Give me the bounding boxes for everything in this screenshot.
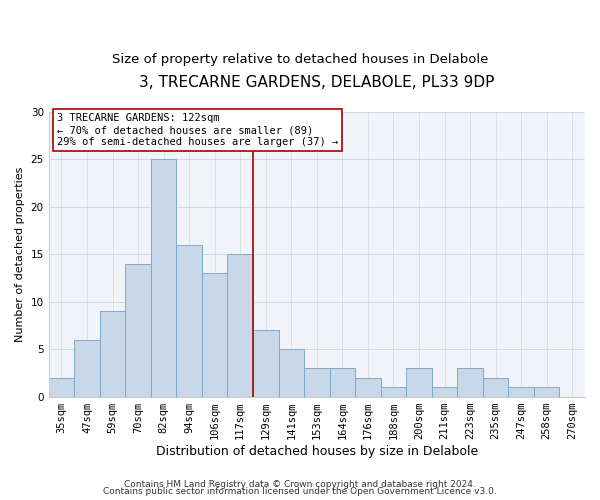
Bar <box>49 378 74 396</box>
Text: Contains HM Land Registry data © Crown copyright and database right 2024.: Contains HM Land Registry data © Crown c… <box>124 480 476 489</box>
Title: 3, TRECARNE GARDENS, DELABOLE, PL33 9DP: 3, TRECARNE GARDENS, DELABOLE, PL33 9DP <box>139 75 494 90</box>
Bar <box>329 368 355 396</box>
Bar <box>355 378 380 396</box>
Bar <box>534 387 559 396</box>
Bar <box>457 368 483 396</box>
Bar <box>125 264 151 396</box>
Bar <box>253 330 278 396</box>
Y-axis label: Number of detached properties: Number of detached properties <box>15 166 25 342</box>
Bar <box>304 368 329 396</box>
Bar <box>151 160 176 396</box>
Bar <box>202 274 227 396</box>
X-axis label: Distribution of detached houses by size in Delabole: Distribution of detached houses by size … <box>156 444 478 458</box>
Bar <box>227 254 253 396</box>
Bar <box>483 378 508 396</box>
Bar <box>74 340 100 396</box>
Bar <box>380 387 406 396</box>
Bar <box>406 368 432 396</box>
Bar <box>100 311 125 396</box>
Text: Size of property relative to detached houses in Delabole: Size of property relative to detached ho… <box>112 52 488 66</box>
Bar <box>508 387 534 396</box>
Bar <box>176 245 202 396</box>
Text: 3 TRECARNE GARDENS: 122sqm
← 70% of detached houses are smaller (89)
29% of semi: 3 TRECARNE GARDENS: 122sqm ← 70% of deta… <box>57 114 338 146</box>
Bar <box>432 387 457 396</box>
Text: Contains public sector information licensed under the Open Government Licence v3: Contains public sector information licen… <box>103 487 497 496</box>
Bar <box>278 349 304 397</box>
